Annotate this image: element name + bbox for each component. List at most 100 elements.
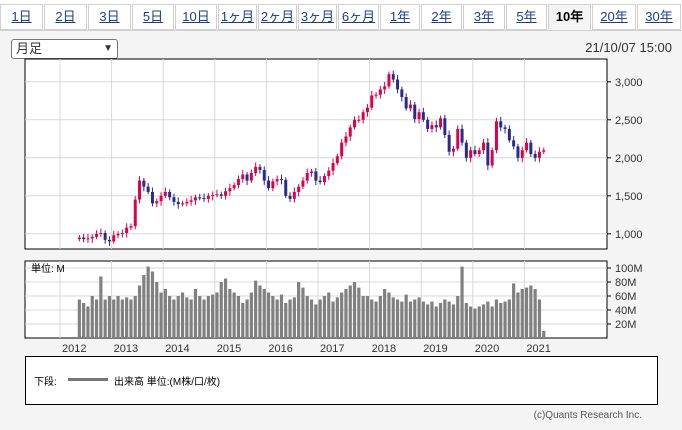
volume-bar xyxy=(327,292,331,338)
volume-bar xyxy=(262,289,266,338)
candle-body xyxy=(168,192,172,198)
candle-body xyxy=(107,239,111,242)
candle-body xyxy=(249,173,253,181)
x-tick-label: 2012 xyxy=(62,343,86,355)
volume-bar xyxy=(335,297,339,338)
candle-body xyxy=(413,104,417,120)
candle-body xyxy=(142,180,146,187)
candle-body xyxy=(120,233,124,235)
volume-bar xyxy=(516,292,520,338)
tab-5[interactable]: 1ヶ月 xyxy=(218,4,257,30)
candle-body xyxy=(365,107,369,113)
volume-bar xyxy=(469,306,473,338)
volume-bar xyxy=(421,301,425,338)
interval-select[interactable]: 月足 ▼ xyxy=(11,39,118,59)
candle-body xyxy=(542,150,546,152)
volume-bar xyxy=(150,271,155,338)
volume-unit-label: 単位: M xyxy=(31,262,65,275)
candle-body xyxy=(241,174,245,180)
volume-bar xyxy=(301,287,305,338)
candle-body xyxy=(447,135,451,152)
candle-body xyxy=(477,150,481,154)
volume-bar xyxy=(125,297,129,338)
tab-label: 5日 xyxy=(142,9,164,24)
tab-1[interactable]: 2日 xyxy=(44,4,87,30)
volume-bar xyxy=(357,287,361,338)
candle-body xyxy=(537,151,541,158)
volume-bar xyxy=(146,266,150,338)
tab-label: 10日 xyxy=(182,9,210,24)
volume-bar xyxy=(142,275,146,338)
tab-11[interactable]: 3年 xyxy=(463,4,505,30)
tab-4[interactable]: 10日 xyxy=(175,4,217,30)
volume-bar xyxy=(279,294,284,338)
tab-label: 1年 xyxy=(389,9,411,24)
candle-body xyxy=(443,118,447,135)
volume-bar xyxy=(391,297,395,338)
volume-bar xyxy=(116,296,120,338)
tab-8[interactable]: 6ヶ月 xyxy=(338,4,379,30)
candle-body xyxy=(198,197,202,199)
volume-bar xyxy=(404,294,408,338)
x-tick-label: 2017 xyxy=(320,343,344,355)
tab-9[interactable]: 1年 xyxy=(380,4,420,30)
volume-bar xyxy=(198,296,202,338)
volume-bar xyxy=(348,285,352,338)
tab-10[interactable]: 2年 xyxy=(421,4,462,30)
candle-body xyxy=(271,181,275,189)
volume-bar xyxy=(331,301,335,338)
volume-bar xyxy=(318,299,322,338)
volume-bar xyxy=(533,289,537,338)
candle-body xyxy=(525,142,529,151)
volume-tick-label: 80M xyxy=(615,277,636,289)
candle-body xyxy=(512,140,516,147)
candle-body xyxy=(507,128,511,141)
volume-bar xyxy=(219,282,223,338)
x-tick-label: 2015 xyxy=(217,343,241,355)
candle-body xyxy=(189,200,193,202)
candle-body xyxy=(146,186,150,192)
legend-volume-swatch xyxy=(68,378,108,381)
tab-14[interactable]: 20年 xyxy=(592,4,636,30)
candle-body xyxy=(77,237,81,240)
volume-bar xyxy=(155,282,159,338)
volume-bar xyxy=(383,289,387,338)
candle-body xyxy=(400,89,404,97)
candle-body xyxy=(456,128,460,149)
tab-3[interactable]: 5日 xyxy=(132,4,174,30)
volume-bar xyxy=(365,296,370,338)
volume-bar xyxy=(537,299,542,338)
volume-bar xyxy=(374,301,378,338)
tab-13[interactable]: 10年 xyxy=(548,4,591,30)
x-tick-label: 2013 xyxy=(114,343,138,355)
tab-15[interactable]: 30年 xyxy=(637,4,681,30)
volume-bar xyxy=(443,299,447,338)
candle-body xyxy=(267,180,271,189)
candle-body xyxy=(391,74,395,80)
candle-body xyxy=(361,112,365,120)
chevron-down-icon: ▼ xyxy=(103,43,113,54)
candle-body xyxy=(116,233,120,236)
candle-body xyxy=(138,180,142,200)
tab-0[interactable]: 1日 xyxy=(0,4,43,30)
volume-bar xyxy=(180,292,185,338)
price-tick-label: 1,500 xyxy=(615,191,643,203)
tab-label: 2日 xyxy=(55,9,76,24)
tab-2[interactable]: 3日 xyxy=(88,4,131,30)
volume-bar xyxy=(460,266,464,338)
candle-body xyxy=(430,125,434,129)
candle-body xyxy=(211,195,215,197)
candle-body xyxy=(155,201,159,204)
volume-bar xyxy=(507,299,511,338)
tab-6[interactable]: 2ヶ月 xyxy=(258,4,297,30)
candle-body xyxy=(314,171,318,181)
candle-body xyxy=(469,150,473,158)
volume-bar xyxy=(159,292,163,338)
tab-7[interactable]: 3ヶ月 xyxy=(298,4,337,30)
candle-body xyxy=(90,236,94,239)
candle-body xyxy=(254,166,258,173)
volume-bar xyxy=(309,299,314,338)
tab-12[interactable]: 5年 xyxy=(506,4,547,30)
candle-body xyxy=(95,233,99,237)
